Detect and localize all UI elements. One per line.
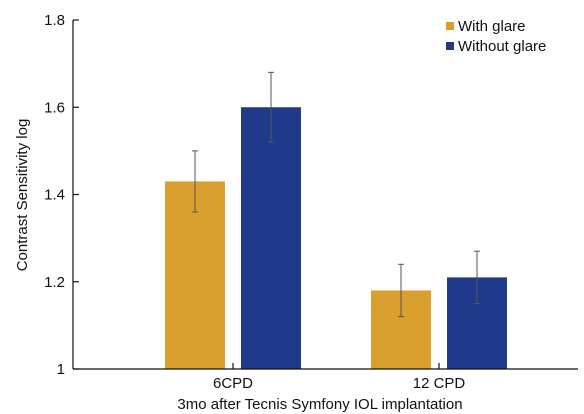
y-axis-label: Contrast Sensitivity log: [14, 119, 31, 272]
y-tick-label: 1.8: [44, 12, 65, 29]
bar-0-1: [241, 107, 301, 369]
x-tick-label: 12 CPD: [413, 375, 466, 392]
bar-0-0: [165, 181, 225, 369]
y-tick-label: 1.6: [44, 99, 65, 116]
legend-swatch: [446, 42, 454, 50]
y-ticks: 1 1.2 1.4 1.6 1.8: [44, 12, 79, 378]
error-bars-layer: [192, 71, 480, 318]
legend: With glare Without glare: [446, 18, 546, 55]
legend-label: Without glare: [458, 38, 546, 55]
y-tick-label: 1.4: [44, 187, 65, 204]
x-tick-label: 6CPD: [213, 375, 253, 392]
x-ticks: 6CPD 12 CPD: [213, 363, 465, 392]
legend-label: With glare: [458, 18, 526, 35]
y-tick-label: 1: [57, 361, 65, 378]
bars-layer: [165, 107, 507, 369]
x-axis-label: 3mo after Tecnis Symfony IOL implantatio…: [177, 396, 462, 413]
y-tick-label: 1.2: [44, 274, 65, 291]
legend-swatch: [446, 22, 454, 30]
